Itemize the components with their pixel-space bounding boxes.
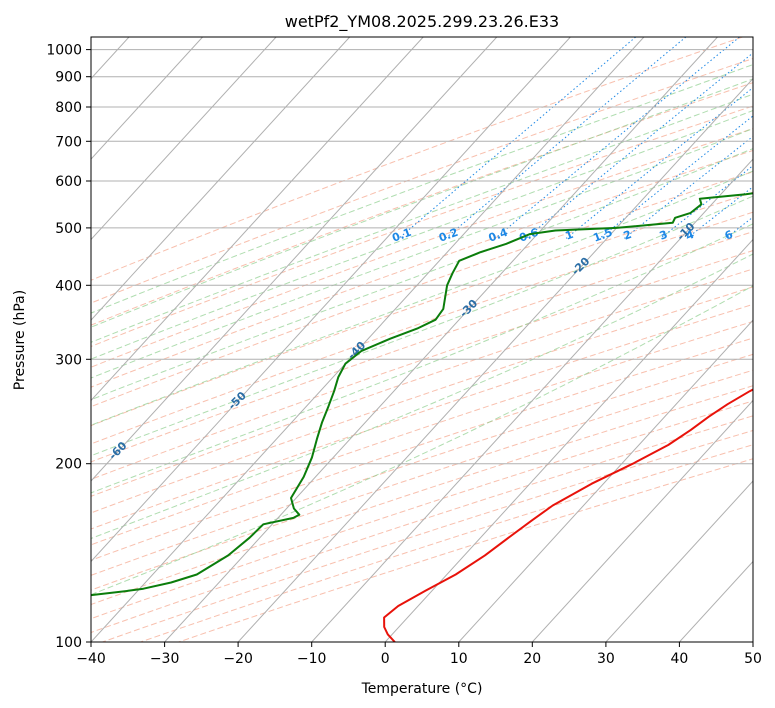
x-tick-label: 30 [597,651,615,667]
y-tick-label: 200 [55,457,82,473]
x-axis-ticks: −40 −30 −20 −10 0 10 20 30 40 50 [76,642,762,667]
y-tick-label: 600 [55,174,82,190]
x-tick-label: −30 [150,651,180,667]
chart-title: wetPf2_YM08.2025.299.23.26.E33 [285,12,559,32]
moist-adiabat [91,285,753,596]
moist-adiabat [91,109,753,360]
mixing-ratio-label: 1 [563,228,575,243]
moist-adiabat [91,223,753,494]
x-tick-label: 10 [450,651,468,667]
dry-adiabat [91,82,753,326]
mixing-ratio-label: 4 [684,228,696,243]
moist-adiabat [91,93,753,343]
dry-adiabat [91,385,753,606]
x-tick-label: 0 [381,651,390,667]
moist-adiabat [91,64,753,314]
y-tick-label: 500 [55,221,82,237]
isotherm [164,37,718,642]
dry-adiabat [91,320,753,546]
pressure-gridlines [91,49,753,642]
mixing-ratio-line [599,115,753,239]
isotherm [384,238,753,642]
moist-adiabat [91,170,753,426]
x-tick-label: −40 [76,651,106,667]
dry-adiabat [91,57,753,304]
dry-adiabat [91,171,753,408]
mixing-ratio-lines [398,37,753,239]
x-tick-label: −20 [223,651,253,667]
isotherm [91,37,645,642]
mixing-ratio-label: 8 [751,228,763,243]
plot-frame [90,36,754,643]
moist-adiabat [91,148,753,401]
isotherm [91,37,498,482]
sounding-profiles [91,192,753,642]
y-tick-label: 800 [55,100,82,116]
dry-adiabat [91,211,753,445]
mixing-ratio-label: 0.2 [437,226,460,245]
isotherm [91,37,203,160]
dry-adiabat [91,353,753,576]
isotherm [605,480,753,642]
mixing-ratio-label: 1.5 [591,226,614,245]
y-axis-label: Pressure (hPa) [12,290,28,390]
mixing-ratio-label: 0.4 [487,226,510,245]
isotherm [91,37,571,563]
moist-adiabat [91,128,753,379]
x-axis-label: Temperature (°C) [361,681,483,697]
dry-adiabat [91,268,753,497]
y-tick-label: 900 [55,70,82,86]
y-tick-label: 100 [55,635,82,651]
mixing-ratio-label: 0.1 [390,226,413,245]
x-tick-label: 40 [670,651,688,667]
y-tick-label: 1000 [46,43,82,59]
dewpoint-line [91,192,753,597]
mixing-ratio-line [494,37,740,239]
temperature-line [383,388,753,642]
isotherm [531,399,753,642]
isotherm [311,158,753,642]
dry-adiabat [91,303,753,530]
mixing-ratio-label: 3 [658,228,670,243]
skewed-isotherms [91,37,753,642]
y-axis-ticks: 1000 900 800 700 600 500 400 300 200 100 [46,43,91,651]
mixing-ratio-label: 6 [723,228,735,243]
isotherm [91,37,424,402]
mixing-ratio-line [660,164,753,239]
dry-adiabat [91,128,753,368]
x-tick-label: 20 [523,651,541,667]
dry-adiabat [91,37,743,281]
isotherm [237,77,753,642]
isotherm [91,37,277,241]
isotherm [91,37,351,321]
x-tick-label: 50 [744,651,762,667]
y-tick-label: 400 [55,278,82,294]
y-tick-label: 300 [55,352,82,368]
y-tick-label: 700 [55,134,82,150]
isotherm [458,319,753,642]
x-tick-label: −10 [297,651,327,667]
mixing-ratio-label: 2 [622,228,634,243]
mixing-ratio-line [525,52,753,239]
